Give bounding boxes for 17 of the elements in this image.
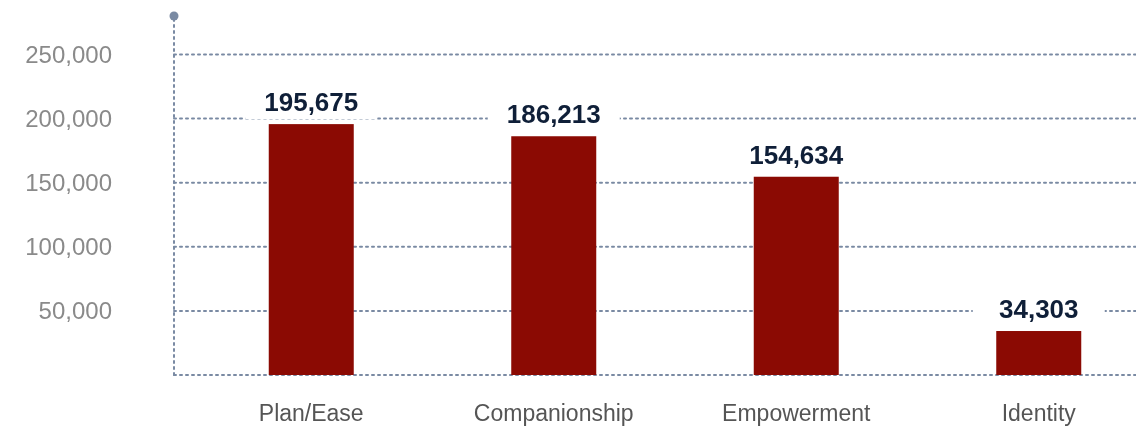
x-tick-label: Identity [1001,400,1077,426]
data-label: 186,213 [506,99,601,130]
bar [268,124,354,375]
y-tick-label: 200,000 [25,105,112,133]
data-label: 34,303 [998,294,1079,325]
data-label: 154,634 [749,139,844,170]
bar [996,331,1082,375]
bar [753,176,839,375]
data-label: 195,675 [264,87,359,118]
bar [511,136,597,375]
x-tick-label: Companionship [473,400,634,426]
y-tick-label: 250,000 [25,40,112,68]
x-tick-label: Empowerment [722,400,871,426]
y-tick-label: 150,000 [25,169,112,197]
x-tick-label: Plan/Ease [258,400,364,426]
y-tick-label: 50,000 [38,297,112,325]
y-tick-label: 100,000 [25,233,112,261]
